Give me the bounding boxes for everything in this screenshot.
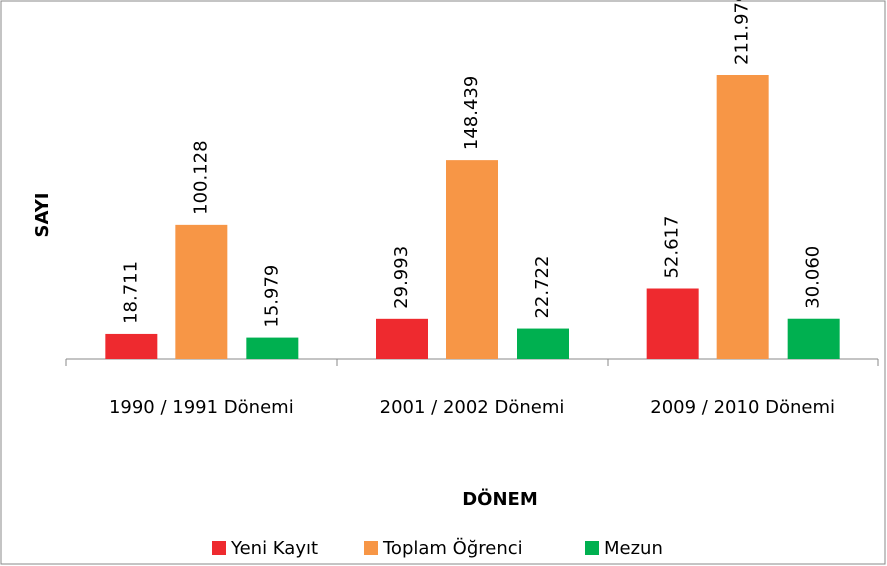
bar (105, 333, 158, 359)
legend-label: Toplam Öğrenci (382, 537, 523, 559)
data-label: 22.722 (532, 256, 553, 319)
data-label: 29.993 (391, 246, 412, 309)
legend-swatch (212, 541, 226, 555)
data-label: 52.617 (662, 216, 683, 279)
legend-swatch (585, 541, 599, 555)
data-label: 30.060 (803, 246, 824, 309)
x-axis-title: DÖNEM (462, 488, 538, 510)
bar (376, 318, 428, 359)
y-axis-title: SAYI (32, 193, 53, 238)
x-tick-label: 1990 / 1991 Dönemi (109, 397, 294, 418)
bar (517, 328, 569, 359)
data-label: 148.439 (461, 76, 482, 150)
data-label: 211.979 (732, 0, 753, 65)
data-label: 15.979 (261, 265, 282, 328)
data-label: 18.711 (120, 261, 141, 324)
x-tick-label: 2009 / 2010 Dönemi (650, 397, 835, 418)
data-label: 100.128 (190, 140, 211, 214)
bar (787, 318, 840, 359)
bar (716, 75, 769, 359)
legend-swatch (364, 541, 378, 555)
bar (175, 224, 228, 359)
bar (246, 337, 299, 359)
legend-label: Mezun (604, 538, 663, 559)
legend-label: Yeni Kayıt (230, 538, 318, 559)
bar (646, 288, 699, 359)
bar (446, 160, 498, 359)
x-tick-label: 2001 / 2002 Dönemi (380, 397, 565, 418)
